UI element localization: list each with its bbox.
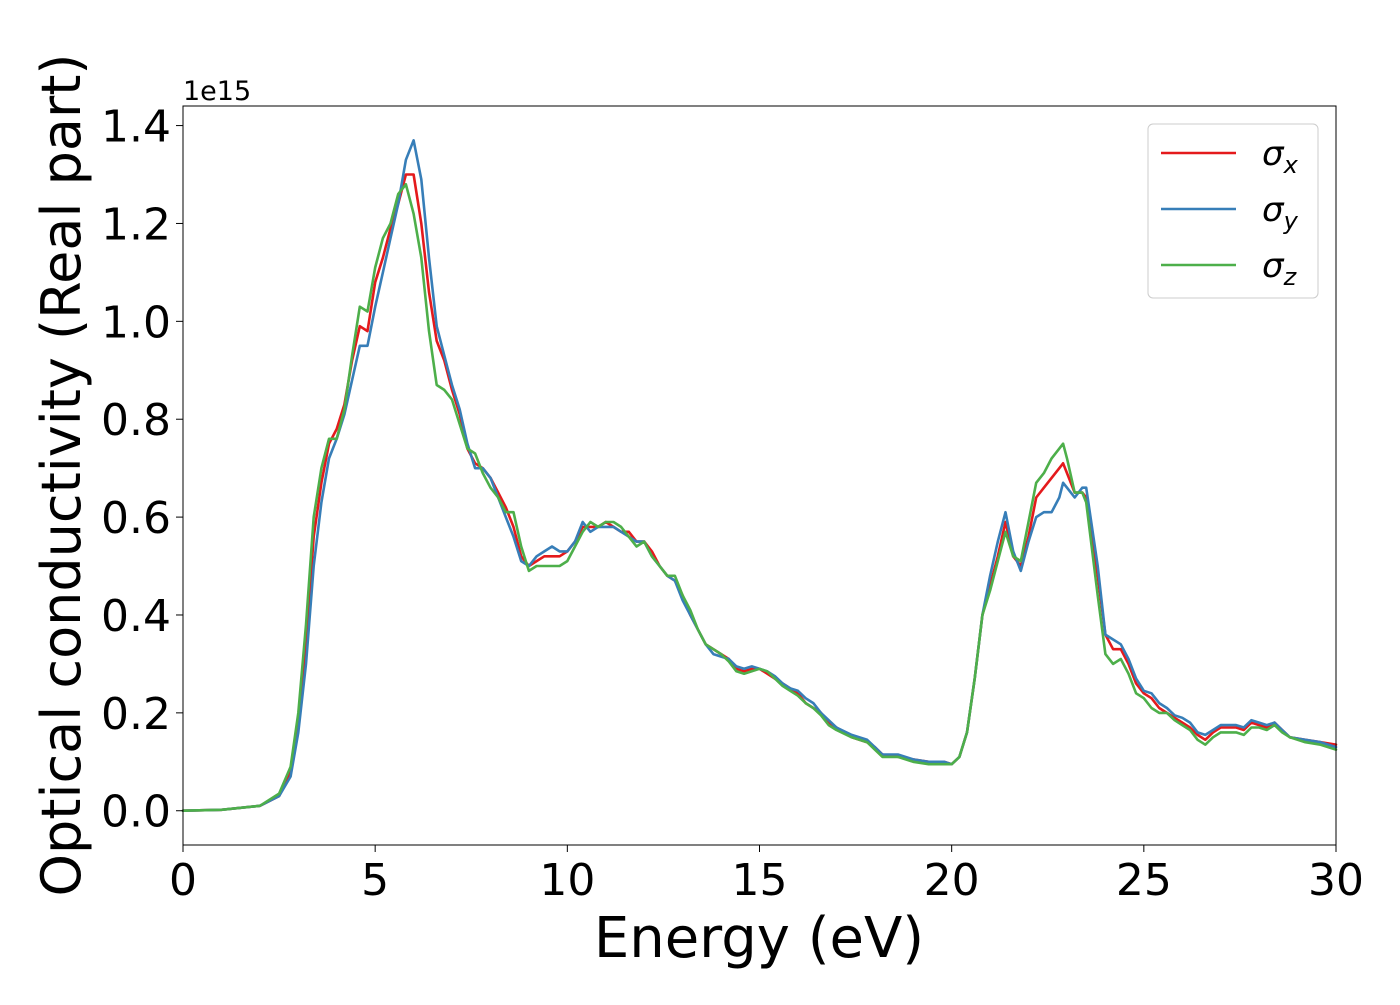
- y-tick-label: 1.2: [101, 199, 171, 250]
- y-axis-ticks: 0.0 0.2 0.4 0.6 0.8 1.0 1.2 1.4: [101, 102, 183, 838]
- y-tick-label: 0.2: [101, 689, 171, 740]
- legend-box: [1147, 123, 1319, 299]
- y-offset-label: 1e15: [183, 76, 251, 107]
- y-tick-label: 0.6: [101, 493, 171, 544]
- x-tick-label: 10: [539, 855, 595, 906]
- x-axis-label: Energy (eV): [594, 906, 924, 971]
- x-tick-label: 25: [1116, 855, 1172, 906]
- x-tick-label: 30: [1308, 855, 1364, 906]
- y-tick-label: 0.0: [101, 787, 171, 838]
- y-tick-label: 1.4: [101, 102, 171, 153]
- y-tick-label: 1.0: [101, 297, 171, 348]
- series-layer: [181, 139, 1338, 812]
- series-line-z: [181, 183, 1338, 812]
- y-axis-label: Optical conductivity (Real part): [30, 54, 93, 897]
- y-tick-label: 0.8: [101, 395, 171, 446]
- x-tick-label: 5: [361, 855, 389, 906]
- x-tick-label: 20: [924, 855, 980, 906]
- y-tick-label: 0.4: [101, 591, 171, 642]
- x-tick-label: 0: [169, 855, 197, 906]
- x-tick-label: 15: [732, 855, 788, 906]
- x-axis-ticks: 0 5 10 15 20 25 30: [169, 845, 1364, 906]
